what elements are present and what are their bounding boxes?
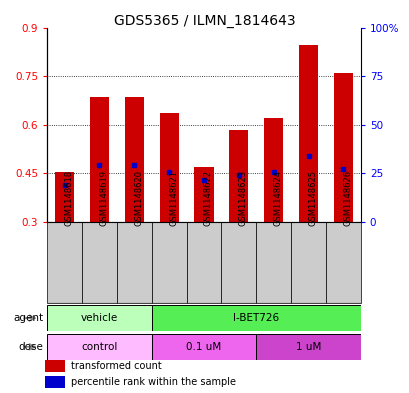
Bar	[47, 222, 82, 303]
Text: GSM1148620: GSM1148620	[134, 170, 143, 226]
Bar	[333, 73, 352, 222]
Bar	[117, 222, 151, 303]
Bar	[298, 45, 317, 222]
Bar	[256, 334, 360, 360]
Text: GSM1148625: GSM1148625	[308, 170, 317, 226]
Text: GSM1148626: GSM1148626	[343, 170, 351, 226]
Bar	[47, 334, 151, 360]
Text: vehicle: vehicle	[81, 313, 118, 323]
Bar	[124, 97, 144, 222]
Bar	[55, 172, 74, 222]
Bar	[45, 376, 65, 388]
Bar	[194, 167, 213, 222]
Bar	[45, 360, 65, 372]
Text: GDS5365 / ILMN_1814643: GDS5365 / ILMN_1814643	[114, 14, 295, 28]
Bar	[263, 118, 283, 222]
Bar	[229, 130, 248, 222]
Text: control: control	[81, 342, 117, 352]
Bar	[325, 222, 360, 303]
Bar	[47, 305, 151, 331]
Text: dose: dose	[18, 342, 43, 352]
Bar	[256, 222, 290, 303]
Text: percentile rank within the sample: percentile rank within the sample	[71, 377, 236, 387]
Bar	[186, 222, 221, 303]
Bar	[151, 334, 256, 360]
Text: transformed count: transformed count	[71, 361, 162, 371]
Bar	[221, 222, 256, 303]
Text: 1 uM: 1 uM	[295, 342, 320, 352]
Text: agent: agent	[13, 313, 43, 323]
Bar	[290, 222, 325, 303]
Text: GSM1148619: GSM1148619	[99, 170, 108, 226]
Text: GSM1148618: GSM1148618	[65, 170, 73, 226]
Text: I-BET726: I-BET726	[233, 313, 279, 323]
Bar	[82, 222, 117, 303]
Bar	[90, 97, 109, 222]
Bar	[159, 114, 178, 222]
Text: GSM1148622: GSM1148622	[204, 170, 212, 226]
Bar	[151, 305, 360, 331]
Text: GSM1148623: GSM1148623	[238, 170, 247, 226]
Text: GSM1148621: GSM1148621	[169, 170, 178, 226]
Bar	[151, 222, 186, 303]
Text: GSM1148624: GSM1148624	[273, 170, 282, 226]
Text: 0.1 uM: 0.1 uM	[186, 342, 221, 352]
